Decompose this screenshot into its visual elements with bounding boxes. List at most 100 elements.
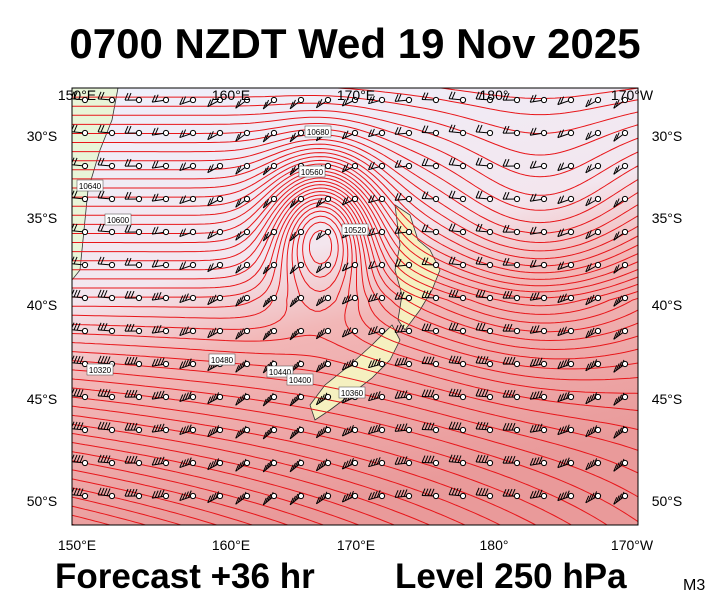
barb-feather xyxy=(100,91,105,100)
barb-feather xyxy=(373,358,378,367)
barb-feather xyxy=(130,488,135,497)
barb-feather xyxy=(265,297,270,306)
barb-feather xyxy=(212,459,217,468)
barb-feather xyxy=(182,426,187,434)
barb-feather xyxy=(265,165,270,174)
station xyxy=(324,228,332,236)
barb-feather xyxy=(127,422,132,431)
barb-feather xyxy=(538,357,543,365)
station xyxy=(216,195,224,203)
barb-feather xyxy=(475,487,480,496)
barb-feather xyxy=(347,492,352,500)
barb-feather xyxy=(151,292,156,301)
barb-feather xyxy=(315,430,320,439)
station xyxy=(108,492,116,500)
station xyxy=(108,195,116,203)
barb-feather xyxy=(502,92,507,101)
station xyxy=(216,129,224,137)
station xyxy=(567,327,575,335)
station xyxy=(540,393,548,401)
barb-feather xyxy=(560,195,565,203)
contour-label-box xyxy=(76,179,104,192)
barb-feather xyxy=(613,431,618,439)
barb-feather xyxy=(73,124,78,133)
barb-feather xyxy=(613,464,618,472)
barb-feather xyxy=(97,157,102,166)
barb-feather xyxy=(291,330,296,339)
station xyxy=(405,426,413,434)
barb-feather xyxy=(394,292,399,300)
barb-feather xyxy=(100,454,105,463)
barb-feather xyxy=(160,423,165,431)
lat-label: 35°S xyxy=(27,210,58,226)
barb-feather xyxy=(560,129,565,137)
barb-feather xyxy=(587,296,592,304)
barb-feather xyxy=(154,259,159,267)
barb-feather xyxy=(508,422,513,431)
station xyxy=(162,492,170,500)
station xyxy=(297,261,305,269)
barb-feather xyxy=(424,323,429,331)
barb-feather xyxy=(265,198,270,207)
barb-feather xyxy=(502,422,507,431)
barb-feather xyxy=(448,124,453,132)
barb-feather xyxy=(315,199,320,208)
barb-feather xyxy=(454,389,459,397)
barb-feather xyxy=(76,323,81,331)
barb-feather xyxy=(448,487,453,495)
barb-feather xyxy=(484,356,489,364)
station xyxy=(594,393,602,401)
barb-feather xyxy=(187,490,192,498)
barb-feather xyxy=(347,360,352,368)
barb-feather xyxy=(151,193,156,202)
barb-feather xyxy=(585,132,590,140)
station xyxy=(81,426,89,434)
lat-label: 50°S xyxy=(652,493,683,509)
barb-feather xyxy=(421,224,426,232)
barb-feather xyxy=(421,356,426,364)
station xyxy=(540,426,548,434)
barb-feather xyxy=(535,424,540,432)
barb-feather xyxy=(72,256,75,263)
station xyxy=(189,294,197,302)
station xyxy=(162,426,170,434)
barb-feather xyxy=(585,99,590,107)
barb-feather xyxy=(97,388,102,397)
station xyxy=(459,492,467,500)
barb-feather xyxy=(373,457,378,466)
barb-feather xyxy=(289,233,294,242)
barb-feather xyxy=(315,100,320,109)
station xyxy=(621,195,629,203)
barb-feather xyxy=(318,494,323,503)
barb-feather xyxy=(394,127,399,135)
barb-feather xyxy=(478,223,483,232)
barb-feather xyxy=(397,456,402,465)
barb-feather xyxy=(209,461,214,469)
barb-feather xyxy=(532,292,537,300)
barb-feather xyxy=(127,389,132,398)
barb-feather xyxy=(240,394,245,402)
station xyxy=(621,261,629,269)
barb-feather xyxy=(72,91,75,98)
barb-feather xyxy=(344,361,349,369)
barb-feather xyxy=(72,223,75,230)
barb-feather xyxy=(618,361,623,369)
barb-feather xyxy=(394,391,399,399)
barb-feather xyxy=(400,291,405,299)
barb-feather xyxy=(72,454,75,461)
barb-feather xyxy=(179,295,184,303)
barb-feather xyxy=(209,263,214,271)
barb-feather xyxy=(130,422,135,431)
station xyxy=(540,360,548,368)
barb-feather xyxy=(76,455,81,463)
station xyxy=(135,96,143,104)
station xyxy=(324,393,332,401)
barb-feather xyxy=(344,163,349,171)
station xyxy=(405,327,413,335)
barb-feather xyxy=(368,228,372,236)
barb-feather xyxy=(73,157,78,166)
station xyxy=(324,261,332,269)
station xyxy=(270,393,278,401)
station xyxy=(567,393,575,401)
contour-label: 10440 xyxy=(269,368,292,377)
